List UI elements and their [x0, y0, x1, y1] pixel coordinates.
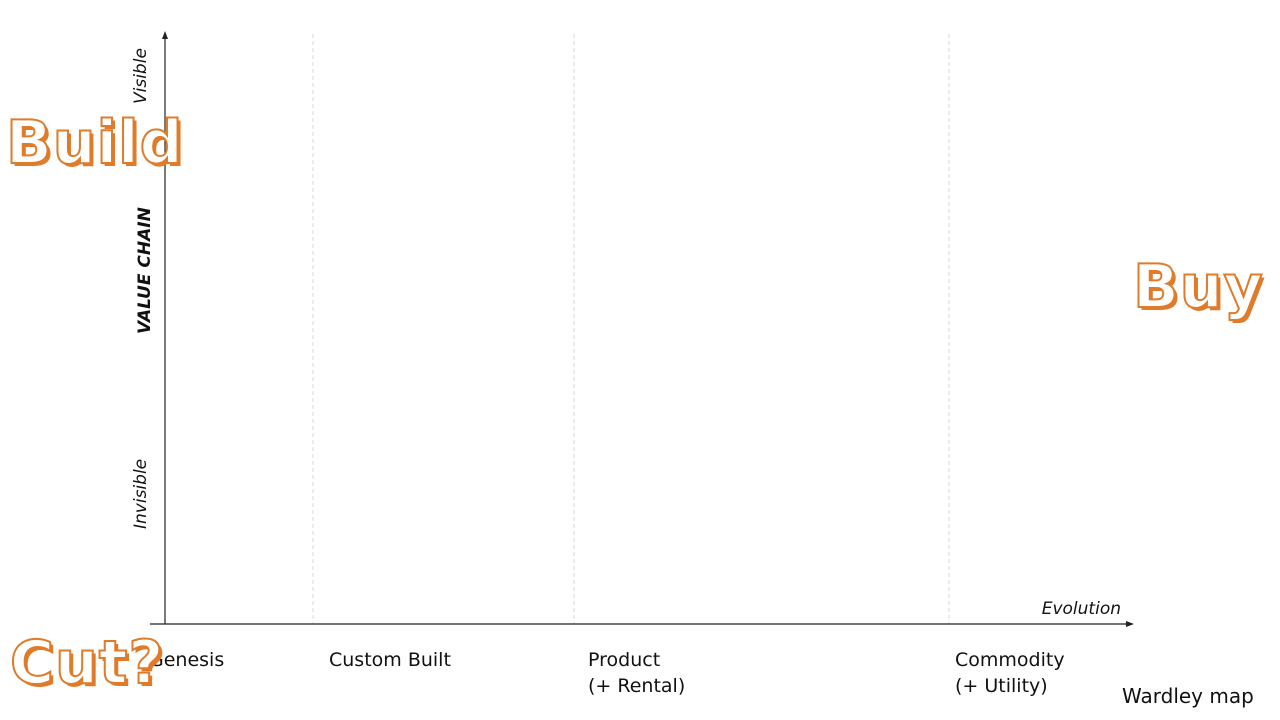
stage-sublabel: (+ Rental): [588, 675, 686, 697]
stage-label: Genesis: [149, 649, 225, 671]
annotation-build: Build: [5, 107, 184, 179]
x-axis-arrow-icon: [1126, 621, 1134, 627]
stage-sublabel: (+ Utility): [955, 675, 1048, 697]
y-axis-top-label: Visible: [131, 48, 151, 104]
annotation-cut: Cut?: [9, 627, 165, 699]
y-axis-bottom-label: Invisible: [131, 459, 151, 529]
stage-label: Commodity: [955, 649, 1065, 671]
stage-commodity: Commodity (+ Utility): [955, 647, 1065, 699]
stage-label: Product: [588, 649, 661, 671]
stage-genesis: Genesis: [149, 647, 224, 673]
x-axis-title: Evolution: [1042, 599, 1121, 619]
stage-product: Product (+ Rental): [588, 647, 685, 699]
y-axis-arrow-icon: [162, 31, 168, 39]
footer-caption: Wardley map: [1122, 684, 1254, 708]
annotation-buy: Buy: [1132, 251, 1264, 323]
stage-label: Custom Built: [329, 649, 451, 671]
stage-custom-built: Custom Built: [329, 647, 451, 673]
y-axis-title: VALUE CHAIN: [135, 207, 155, 334]
